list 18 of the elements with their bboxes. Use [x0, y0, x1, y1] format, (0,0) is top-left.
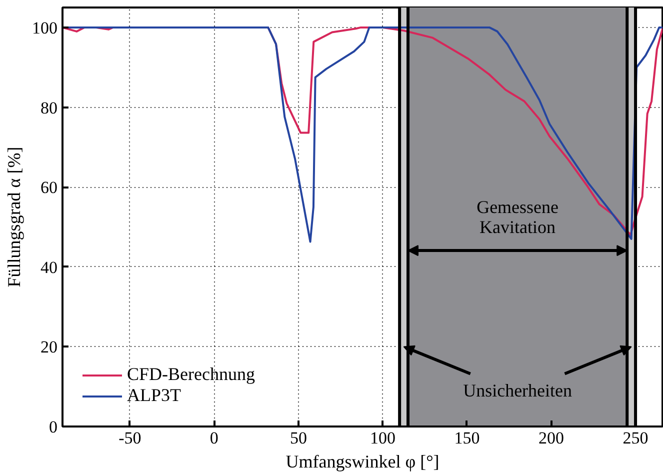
- legend-label: CFD-Berechnung: [127, 364, 255, 385]
- y-tick-label: 80: [40, 98, 58, 118]
- y-tick-label: 100: [32, 18, 58, 38]
- x-axis-title: Umfangswinkel φ [°]: [286, 452, 440, 472]
- y-tick-label: 20: [40, 338, 58, 357]
- x-tick-label: 100: [370, 428, 396, 448]
- y-tick-label: 40: [40, 258, 58, 277]
- x-tick-label: 250: [622, 428, 648, 448]
- annotation: Unsicherheiten: [463, 380, 572, 400]
- legend-label: ALP3T: [127, 385, 181, 406]
- x-tick-label: 50: [290, 428, 307, 448]
- y-tick-label: 60: [40, 178, 58, 198]
- x-tick-label: 150: [454, 428, 480, 448]
- x-tick-label: 0: [210, 428, 218, 448]
- x-tick-label: 200: [538, 428, 564, 448]
- annotation: Gemessene Kavitation: [476, 197, 559, 237]
- x-tick-label: -50: [118, 428, 142, 448]
- y-axis-title: Füllungsgrad α [%]: [4, 146, 24, 288]
